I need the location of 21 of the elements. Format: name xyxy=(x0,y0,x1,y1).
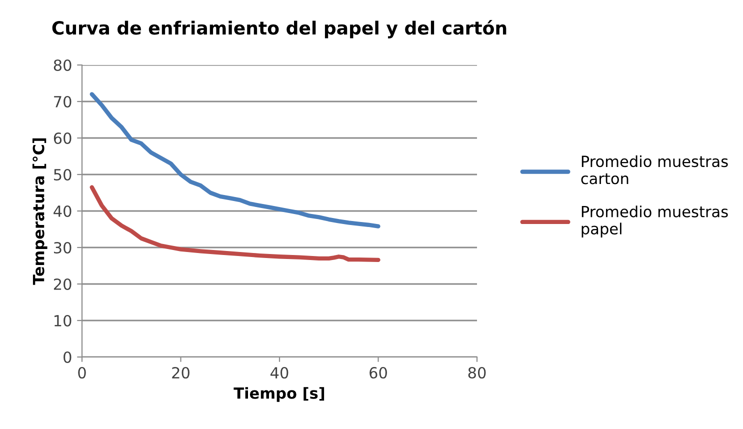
x-tick-label: 0 xyxy=(78,366,86,379)
x-tick-label: 20 xyxy=(172,366,190,379)
x-tick-label: 80 xyxy=(468,366,486,379)
y-axis-title: Temperatura [°C] xyxy=(32,138,48,285)
y-tick-label: 70 xyxy=(54,96,72,108)
chart-title: Curva de enfriamiento del papel y del cartón xyxy=(52,20,506,38)
legend-label: Promedio muestras carton xyxy=(581,155,728,184)
line-series xyxy=(90,92,380,228)
y-tick-label: 30 xyxy=(54,242,72,254)
y-tick-label: 40 xyxy=(54,205,72,218)
y-tick-label: 10 xyxy=(54,314,72,327)
y-tick-label: 50 xyxy=(54,168,72,181)
y-tick-label: 60 xyxy=(54,132,72,144)
y-tick-label: 20 xyxy=(54,278,72,290)
x-tick-label: 40 xyxy=(270,366,288,379)
x-axis-title: Tiempo [s] xyxy=(234,387,324,402)
line-series xyxy=(90,185,380,262)
y-tick-label: 80 xyxy=(54,59,72,72)
y-tick-label: 0 xyxy=(64,351,72,364)
legend-label: Promedio muestras papel xyxy=(582,206,728,238)
x-tick-label: 60 xyxy=(370,366,387,379)
